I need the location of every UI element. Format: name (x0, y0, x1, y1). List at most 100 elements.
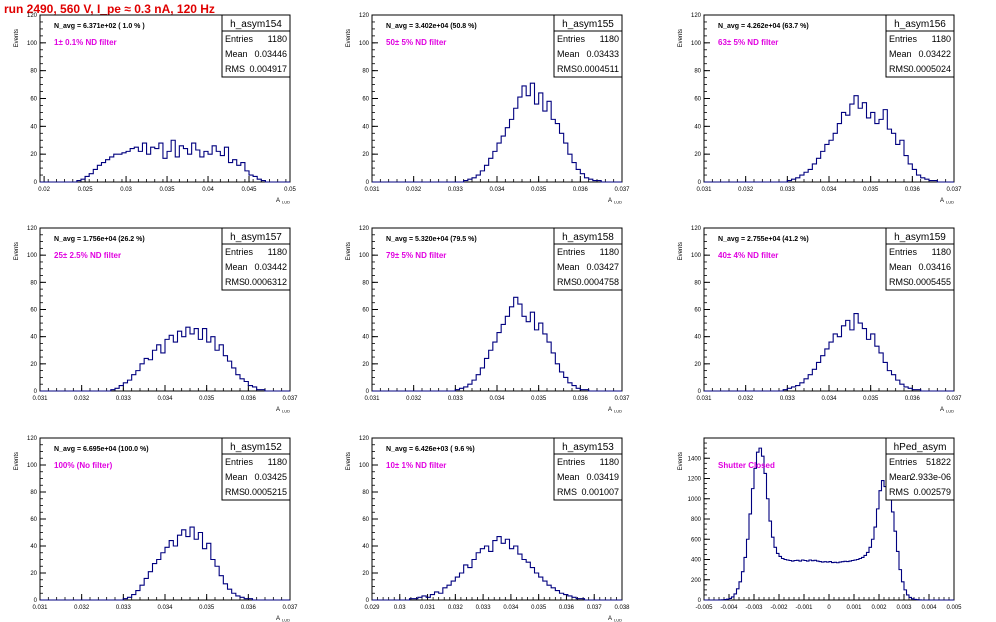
stats-box (553, 227, 623, 291)
histogram-line (40, 326, 290, 392)
stats-histogram-name: h_asym153 (562, 442, 614, 453)
x-axis-title-subscript: LUD (614, 200, 622, 205)
y-tick-label: 100 (359, 41, 370, 47)
stats-value: 0.03419 (586, 472, 619, 482)
x-tick-label: 0.037 (946, 187, 962, 193)
stats-label: Mean (225, 49, 248, 59)
stats-histogram-name: h_asym156 (894, 19, 946, 30)
stats-label: RMS (225, 64, 245, 74)
y-tick-label: 600 (691, 537, 702, 543)
stats-label: RMS (557, 487, 577, 497)
filter-label: 50± 5% ND filter (386, 38, 446, 47)
x-tick-label: 0.038 (614, 605, 630, 611)
stats-label: Entries (225, 247, 254, 257)
histogram-panel-h_asym153: 0 20 40 60 80 100 120 0.029 0.03 0.031 0.032 0.033 0… (346, 436, 630, 622)
x-tick-label: 0.035 (863, 396, 879, 402)
x-axis-title: A LUD (276, 198, 290, 205)
y-tick-label: 100 (27, 41, 38, 47)
y-tick-label: 120 (691, 13, 702, 19)
histogram-line (704, 313, 954, 392)
filter-label: 1± 0.1% ND filter (54, 38, 117, 47)
x-axis-title-subscript: LUD (614, 618, 622, 622)
stats-histogram-name: h_asym152 (230, 442, 282, 453)
y-tick-label: 40 (30, 544, 37, 550)
stats-label: RMS (225, 277, 245, 287)
stats-value: 1180 (600, 457, 619, 467)
x-tick-label: 0.037 (587, 605, 603, 611)
y-tick-label: 60 (694, 308, 701, 314)
y-tick-label: 1000 (688, 497, 702, 503)
navg-label: N_avg = 2.755e+04 (41.2 %) (718, 236, 809, 243)
stats-value: 51822 (926, 457, 951, 467)
stats-label: Entries (557, 34, 586, 44)
x-tick-label: 0.033 (448, 187, 464, 193)
x-tick-label: 0 (827, 605, 831, 611)
x-axis-title-subscript: LUD (946, 200, 954, 205)
stats-value: 2.933e-06 (910, 472, 951, 482)
stats-value: 1180 (268, 457, 287, 467)
y-axis-title: Events (14, 242, 20, 260)
navg-label: N_avg = 6.695e+04 (100.0 %) (54, 446, 149, 453)
y-tick-label: 0 (366, 389, 370, 395)
stats-value: 0.0004511 (577, 64, 619, 74)
stats-label: RMS (889, 487, 909, 497)
x-tick-label: 0.04 (202, 187, 214, 193)
x-tick-label: 0.05 (284, 187, 296, 193)
stats-label: Mean (889, 472, 912, 482)
stats-label: Entries (889, 247, 918, 257)
y-tick-label: 80 (362, 490, 369, 496)
y-tick-label: 40 (362, 335, 369, 341)
x-tick-label: 0.032 (738, 396, 754, 402)
y-tick-label: 100 (359, 253, 370, 259)
y-tick-label: 120 (359, 226, 370, 232)
x-tick-label: 0.037 (614, 396, 630, 402)
y-tick-label: 100 (359, 463, 370, 469)
y-tick-label: 60 (694, 97, 701, 103)
x-tick-label: 0.035 (531, 396, 547, 402)
stats-value: 0.03422 (918, 49, 951, 59)
y-tick-label: 60 (362, 308, 369, 314)
y-tick-label: 1400 (688, 456, 702, 462)
x-tick-label: 0.002 (871, 605, 887, 611)
histogram-panel-h_asym156: 0 20 40 60 80 100 120 0.031 0.032 0.033 0.034 0.035… (678, 13, 962, 205)
stats-label: RMS (889, 277, 909, 287)
stats-label: Mean (557, 262, 580, 272)
y-tick-label: 40 (30, 335, 37, 341)
x-tick-label: 0.033 (116, 605, 132, 611)
x-axis-title: A LUD (276, 407, 290, 414)
x-tick-label: 0.037 (614, 187, 630, 193)
x-tick-label: 0.005 (946, 605, 962, 611)
y-tick-label: 40 (362, 544, 369, 550)
navg-label: N_avg = 6.426e+03 ( 9.6 %) (386, 446, 475, 453)
stats-value: 1180 (268, 34, 287, 44)
x-tick-label: 0.034 (821, 396, 837, 402)
x-tick-label: 0.037 (282, 396, 298, 402)
x-axis-title: A LUD (608, 407, 622, 414)
stats-value: 0.0005024 (908, 64, 951, 74)
stats-histogram-name: h_asym158 (562, 232, 614, 243)
stats-value: 0.03416 (918, 262, 951, 272)
stats-label: Entries (557, 247, 586, 257)
y-tick-label: 80 (362, 69, 369, 75)
y-tick-label: 100 (691, 253, 702, 259)
y-tick-label: 80 (30, 280, 37, 286)
stats-value: 0.03446 (254, 49, 287, 59)
y-tick-label: 120 (27, 13, 38, 19)
stats-box (553, 437, 623, 501)
stats-label: Mean (889, 49, 912, 59)
y-tick-label: 60 (30, 517, 37, 523)
y-tick-label: 20 (362, 362, 369, 368)
x-tick-label: 0.034 (489, 396, 505, 402)
y-axis-title: Events (678, 242, 684, 260)
histogram-panel-h_asym152: 0 20 40 60 80 100 120 0.031 0.032 0.033 0.034 0.035… (14, 436, 298, 622)
stats-value: 0.03442 (254, 262, 287, 272)
x-tick-label: -0.003 (745, 605, 763, 611)
stats-histogram-name: h_asym154 (230, 19, 282, 30)
x-tick-label: 0.034 (489, 187, 505, 193)
x-axis-title-subscript: LUD (614, 409, 622, 414)
x-tick-label: 0.03 (120, 187, 132, 193)
x-axis-title-subscript: LUD (946, 409, 954, 414)
filter-label: 40± 4% ND filter (718, 251, 778, 260)
x-tick-label: -0.004 (720, 605, 738, 611)
